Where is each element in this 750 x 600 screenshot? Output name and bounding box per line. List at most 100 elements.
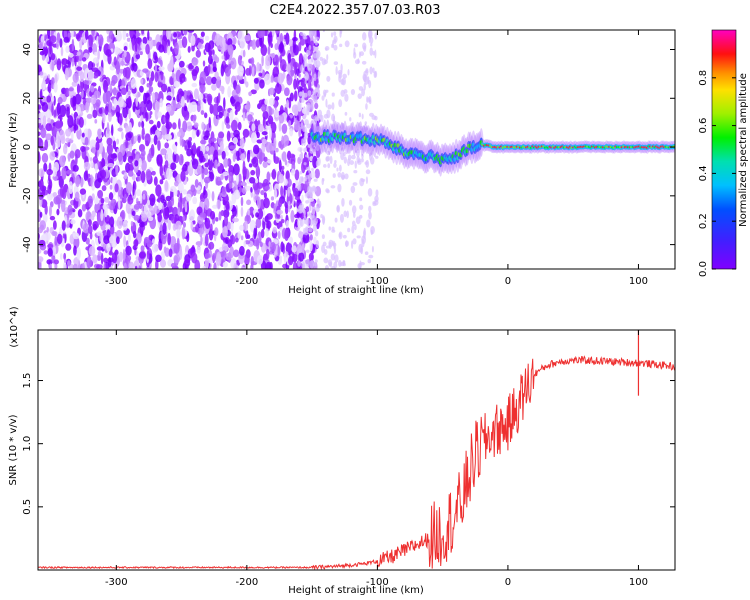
noise-blob xyxy=(232,137,238,145)
noise-blob xyxy=(145,112,149,122)
noise-blob xyxy=(97,251,102,257)
noise-blob xyxy=(50,53,56,61)
noise-blob xyxy=(117,127,123,132)
noise-blob xyxy=(162,207,169,220)
noise-blob xyxy=(234,264,239,269)
noise-blob xyxy=(87,69,95,81)
noise-blob xyxy=(336,167,339,172)
noise-blob xyxy=(265,54,271,67)
noise-blob xyxy=(363,45,367,52)
noise-blob xyxy=(165,30,172,40)
noise-blob xyxy=(43,48,49,55)
noise-blob xyxy=(51,96,55,102)
figure-title: C2E4.2022.357.07.03.R03 xyxy=(269,3,440,18)
noise-blob xyxy=(48,205,52,217)
noise-blob xyxy=(38,151,41,164)
noise-blob xyxy=(215,253,222,266)
colorbar-label: Normalized spectral amplitude xyxy=(738,73,749,227)
noise-blob xyxy=(200,31,205,37)
noise-blob xyxy=(103,262,106,269)
noise-blob xyxy=(128,213,132,220)
noise-blob xyxy=(358,243,363,253)
noise-blob xyxy=(311,219,315,225)
noise-blob xyxy=(267,46,271,56)
noise-blob xyxy=(174,180,179,187)
noise-blob xyxy=(214,33,222,46)
noise-blob xyxy=(272,66,280,79)
noise-blob xyxy=(243,75,247,85)
noise-blob xyxy=(258,72,263,77)
noise-blob xyxy=(359,197,363,202)
noise-blob xyxy=(171,216,176,224)
noise-blob xyxy=(81,262,85,269)
noise-blob xyxy=(57,135,61,147)
noise-blob xyxy=(61,166,67,180)
noise-blob xyxy=(53,82,58,93)
noise-blob xyxy=(113,56,117,66)
noise-blob xyxy=(229,109,234,122)
noise-blob xyxy=(75,175,81,188)
noise-blob xyxy=(212,66,218,73)
noise-blob xyxy=(307,197,314,202)
noise-blob xyxy=(356,235,361,239)
noise-blob xyxy=(139,51,143,56)
noise-blob xyxy=(315,144,320,151)
noise-blob xyxy=(298,252,305,262)
noise-blob xyxy=(52,220,57,230)
noise-blob xyxy=(368,30,373,40)
noise-blob xyxy=(346,210,349,219)
noise-blob xyxy=(172,122,177,130)
noise-blob xyxy=(183,109,190,121)
noise-blob xyxy=(85,237,90,245)
noise-blob xyxy=(316,89,320,93)
noise-blob xyxy=(163,246,167,254)
noise-blob xyxy=(41,78,46,91)
noise-blob xyxy=(155,254,162,263)
noise-blob xyxy=(354,224,357,231)
noise-blob xyxy=(182,120,188,133)
noise-blob xyxy=(315,206,320,213)
noise-blob xyxy=(38,239,46,247)
noise-blob xyxy=(311,167,315,171)
noise-blob xyxy=(63,258,67,263)
noise-blob xyxy=(307,135,312,145)
noise-blob xyxy=(127,90,131,96)
noise-blob xyxy=(311,102,314,111)
noise-blob xyxy=(157,140,161,151)
noise-blob xyxy=(362,32,367,41)
noise-blob xyxy=(51,61,55,72)
noise-blob xyxy=(229,145,236,150)
noise-blob xyxy=(208,241,215,250)
noise-blob xyxy=(255,217,262,229)
noise-blob xyxy=(134,265,138,269)
noise-blob xyxy=(255,237,260,250)
noise-blob xyxy=(221,55,225,60)
noise-blob xyxy=(133,214,140,221)
noise-blob xyxy=(192,57,199,66)
noise-blob xyxy=(48,179,53,190)
noise-blob xyxy=(297,101,301,111)
noise-blob xyxy=(304,79,307,85)
noise-blob xyxy=(151,170,156,176)
noise-blob xyxy=(67,115,74,128)
noise-blob xyxy=(341,174,346,180)
noise-blob xyxy=(66,106,70,119)
noise-blob xyxy=(141,120,145,129)
noise-blob xyxy=(338,260,342,267)
noise-blob xyxy=(76,66,83,71)
noise-blob xyxy=(106,38,113,43)
noise-blob xyxy=(170,263,176,268)
noise-blob xyxy=(278,199,283,208)
noise-blob xyxy=(325,188,330,193)
noise-blob xyxy=(128,261,134,269)
noise-blob xyxy=(369,47,374,56)
noise-blob xyxy=(117,72,121,81)
noise-blob xyxy=(108,251,114,256)
noise-blob xyxy=(358,112,362,118)
noise-blob xyxy=(164,179,169,192)
noise-blob xyxy=(199,212,206,218)
noise-blob xyxy=(208,50,213,57)
noise-blob xyxy=(228,63,232,70)
spectrogram-x-label: Height of straight line (km) xyxy=(288,285,424,296)
noise-blob xyxy=(218,131,225,139)
